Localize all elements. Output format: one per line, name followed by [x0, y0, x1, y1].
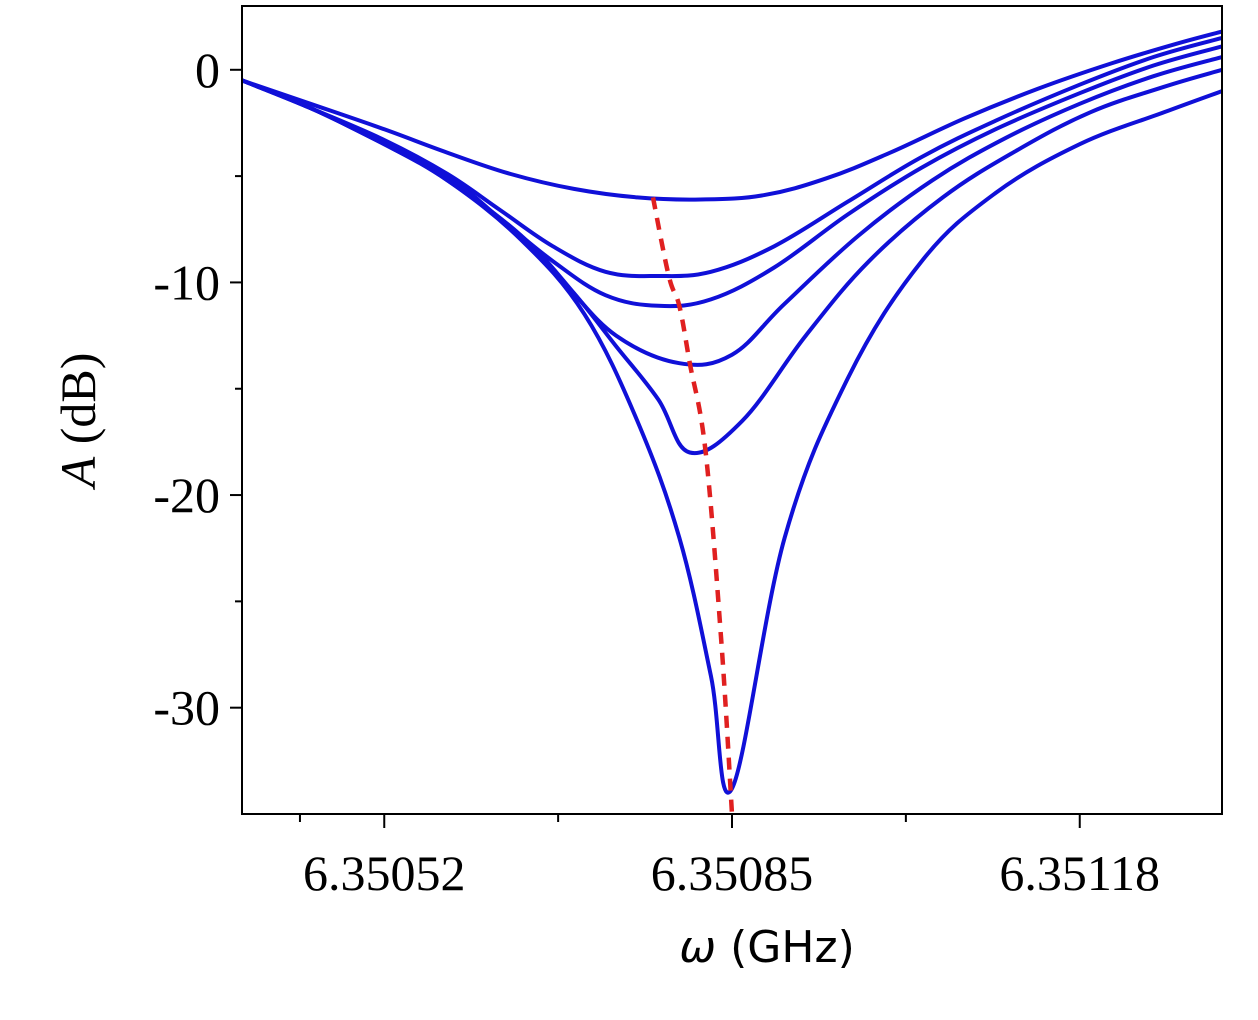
trace-layer	[650, 196, 735, 814]
series-line-curve-2	[242, 67, 1222, 456]
x-tick-label: 6.35085	[651, 845, 814, 901]
series-line-curve-1	[242, 78, 1222, 795]
y-tick-label: -10	[153, 254, 220, 310]
y-tick-label: 0	[195, 42, 220, 98]
x-tick-label: 6.35052	[303, 845, 466, 901]
y-axis-label: A (dB)	[50, 353, 106, 491]
x-axis-unit: (GHz)	[730, 922, 855, 973]
x-axis: 6.35052 6.35085 6.35118	[298, 814, 1160, 901]
series-layer	[242, 29, 1222, 795]
series-line-curve-6	[242, 29, 1222, 202]
x-axis-label: ω (GHz)	[679, 922, 854, 973]
x-tick-label: 6.35118	[999, 845, 1160, 901]
y-axis-symbol: A	[50, 456, 106, 490]
y-tick-label: -20	[153, 467, 220, 523]
series-line-curve-3	[242, 55, 1222, 367]
trace-line-minimum-trace	[650, 196, 735, 814]
x-axis-symbol: ω	[679, 922, 716, 973]
plot-frame	[241, 5, 1223, 815]
series-line-curve-5	[242, 35, 1222, 279]
y-axis-unit: (dB)	[50, 353, 106, 445]
y-axis: 0 -10 -20 -30	[153, 42, 242, 736]
y-tick-label: -30	[153, 680, 220, 736]
